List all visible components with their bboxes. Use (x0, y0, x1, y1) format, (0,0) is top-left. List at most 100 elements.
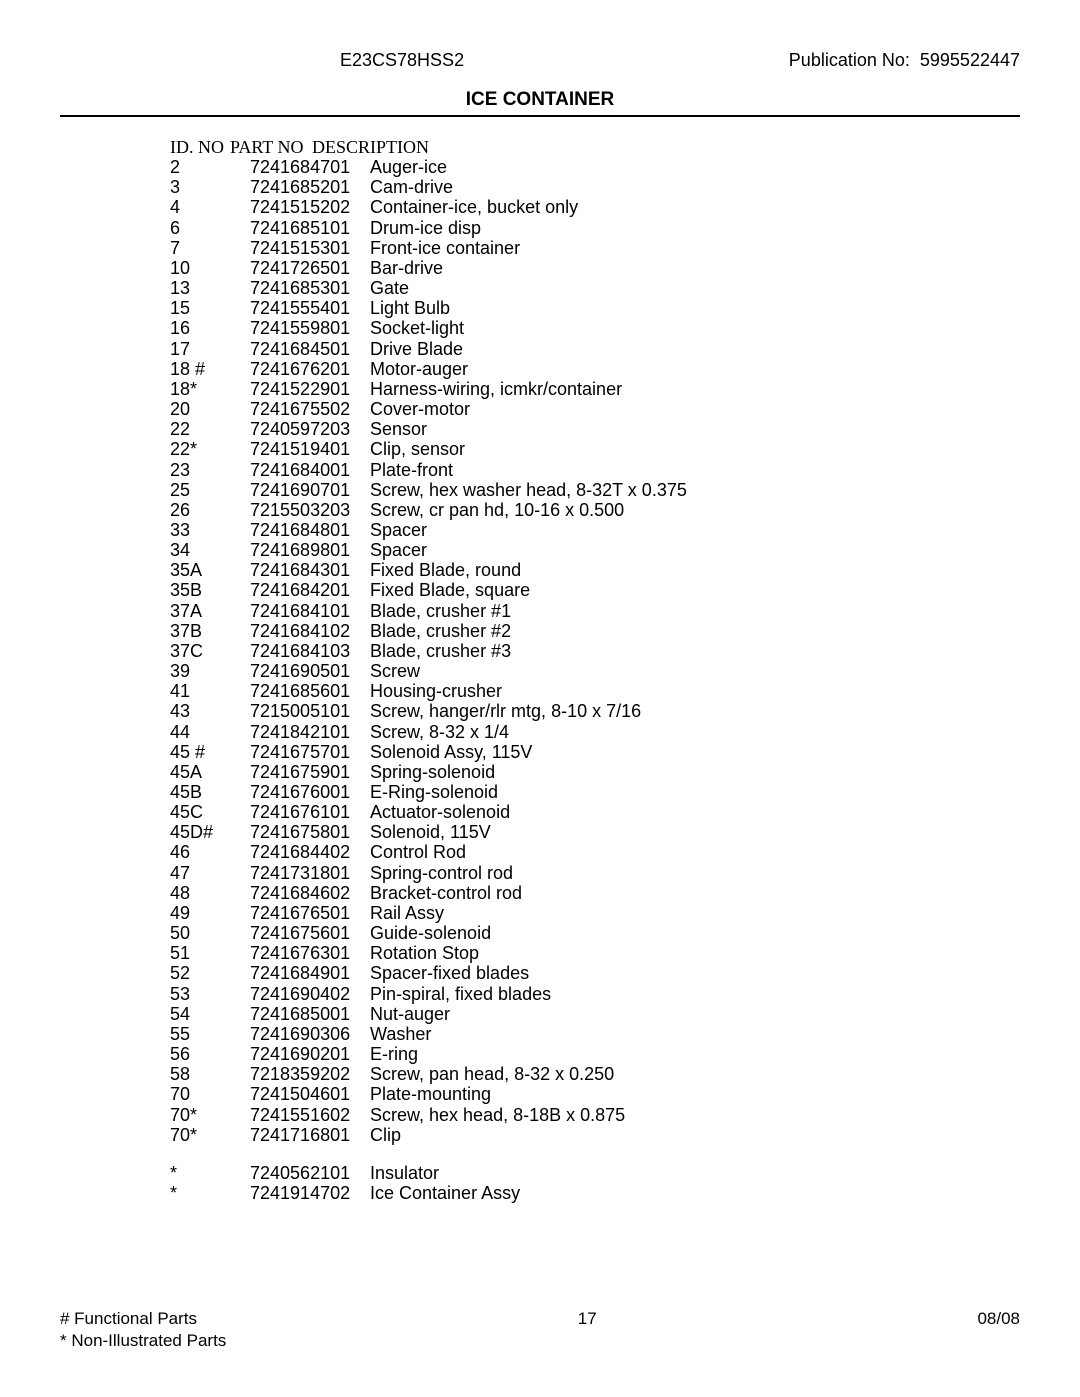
cell-desc: Clip (370, 1125, 1020, 1145)
cell-key: 18 # (170, 359, 250, 379)
cell-key: 45D# (170, 822, 250, 842)
footer-nonillustrated: * Non-Illustrated Parts (60, 1331, 1020, 1351)
table-row: 257241690701Screw, hex washer head, 8-32… (170, 480, 1020, 500)
cell-desc: Spacer (370, 540, 1020, 560)
cell-desc: Housing-crusher (370, 681, 1020, 701)
cell-key: 54 (170, 1004, 250, 1024)
cell-part: 7241675502 (250, 399, 370, 419)
cell-desc: Rail Assy (370, 903, 1020, 923)
cell-desc: Sensor (370, 419, 1020, 439)
cell-desc: Fixed Blade, round (370, 560, 1020, 580)
cell-part: 7241685301 (250, 278, 370, 298)
table-row: 37241685201Cam-drive (170, 177, 1020, 197)
table-row: 497241676501Rail Assy (170, 903, 1020, 923)
cell-key: 39 (170, 661, 250, 681)
cell-key: 58 (170, 1064, 250, 1084)
table-row: 487241684602Bracket-control rod (170, 883, 1020, 903)
cell-key: 7 (170, 238, 250, 258)
model-number: E23CS78HSS2 (340, 50, 464, 71)
footer-page-number: 17 (578, 1309, 597, 1329)
cell-desc: Cam-drive (370, 177, 1020, 197)
table-row: 137241685301Gate (170, 278, 1020, 298)
cell-key: 43 (170, 701, 250, 721)
cell-key: 33 (170, 520, 250, 540)
table-row: 527241684901Spacer-fixed blades (170, 963, 1020, 983)
table-row: 45C7241676101Actuator-solenoid (170, 802, 1020, 822)
table-row: 587218359202Screw, pan head, 8-32 x 0.25… (170, 1064, 1020, 1084)
table-row: *7241914702Ice Container Assy (170, 1183, 1020, 1203)
table-row: 337241684801Spacer (170, 520, 1020, 540)
cell-key: 37B (170, 621, 250, 641)
cell-desc: Spacer-fixed blades (370, 963, 1020, 983)
table-row: 437215005101Screw, hanger/rlr mtg, 8-10 … (170, 701, 1020, 721)
cell-part: 7240597203 (250, 419, 370, 439)
cell-desc: Plate-front (370, 460, 1020, 480)
table-row: 707241504601Plate-mounting (170, 1084, 1020, 1104)
cell-key: 45A (170, 762, 250, 782)
cell-part: 7241684602 (250, 883, 370, 903)
cell-key: 16 (170, 318, 250, 338)
cell-desc: Plate-mounting (370, 1084, 1020, 1104)
table-row: 417241685601Housing-crusher (170, 681, 1020, 701)
table-row: 477241731801Spring-control rod (170, 863, 1020, 883)
cell-desc: Pin-spiral, fixed blades (370, 984, 1020, 1004)
cell-desc: Drum-ice disp (370, 218, 1020, 238)
cell-key: 3 (170, 177, 250, 197)
cell-part: 7241684701 (250, 157, 370, 177)
cell-key: * (170, 1183, 250, 1203)
cell-key: 22* (170, 439, 250, 459)
page: E23CS78HSS2 Publication No: 5995522447 I… (0, 0, 1080, 1397)
table-row: 18*7241522901Harness-wiring, icmkr/conta… (170, 379, 1020, 399)
table-row: 70*7241716801Clip (170, 1125, 1020, 1145)
table-row: 567241690201E-ring (170, 1044, 1020, 1064)
cell-part: 7241504601 (250, 1084, 370, 1104)
cell-part: 7241716801 (250, 1125, 370, 1145)
cell-desc: Blade, crusher #2 (370, 621, 1020, 641)
table-row: 177241684501Drive Blade (170, 339, 1020, 359)
table-row: 397241690501Screw (170, 661, 1020, 681)
table-row: 22*7241519401Clip, sensor (170, 439, 1020, 459)
cell-part: 7241690306 (250, 1024, 370, 1044)
table-row: 157241555401Light Bulb (170, 298, 1020, 318)
table-extra: *7240562101Insulator*7241914702Ice Conta… (170, 1163, 1020, 1203)
cell-desc: Screw, hanger/rlr mtg, 8-10 x 7/16 (370, 701, 1020, 721)
table-row: 207241675502Cover-motor (170, 399, 1020, 419)
cell-desc: Spring-control rod (370, 863, 1020, 883)
col-header-key: ID. NO (170, 137, 230, 157)
cell-key: 35A (170, 560, 250, 580)
cell-desc: Gate (370, 278, 1020, 298)
cell-part: 7241685101 (250, 218, 370, 238)
cell-part: 7241690501 (250, 661, 370, 681)
footer-functional: # Functional Parts (60, 1309, 197, 1329)
spacer (170, 1145, 1020, 1163)
cell-part: 7241684001 (250, 460, 370, 480)
cell-desc: Harness-wiring, icmkr/container (370, 379, 1020, 399)
cell-key: 45C (170, 802, 250, 822)
cell-part: 7241676201 (250, 359, 370, 379)
cell-key: 70* (170, 1105, 250, 1125)
cell-key: 18* (170, 379, 250, 399)
cell-part: 7241676101 (250, 802, 370, 822)
table-row: 447241842101Screw, 8-32 x 1/4 (170, 722, 1020, 742)
cell-key: 20 (170, 399, 250, 419)
cell-key: 52 (170, 963, 250, 983)
table-row: 37C7241684103Blade, crusher #3 (170, 641, 1020, 661)
table-row: 45B7241676001E-Ring-solenoid (170, 782, 1020, 802)
cell-key: * (170, 1163, 250, 1183)
cell-desc: Screw, cr pan hd, 10-16 x 0.500 (370, 500, 1020, 520)
cell-part: 7241515301 (250, 238, 370, 258)
cell-desc: Screw (370, 661, 1020, 681)
table-row: 517241676301Rotation Stop (170, 943, 1020, 963)
cell-desc: Screw, hex washer head, 8-32T x 0.375 (370, 480, 1020, 500)
divider-rule (60, 115, 1020, 117)
cell-key: 10 (170, 258, 250, 278)
table-row: 77241515301Front-ice container (170, 238, 1020, 258)
cell-desc: Washer (370, 1024, 1020, 1044)
cell-part: 7241842101 (250, 722, 370, 742)
table-row: 507241675601Guide-solenoid (170, 923, 1020, 943)
header-row: E23CS78HSS2 Publication No: 5995522447 (60, 50, 1020, 71)
cell-key: 34 (170, 540, 250, 560)
table-row: 557241690306Washer (170, 1024, 1020, 1044)
cell-part: 7241690201 (250, 1044, 370, 1064)
cell-part: 7241685001 (250, 1004, 370, 1024)
